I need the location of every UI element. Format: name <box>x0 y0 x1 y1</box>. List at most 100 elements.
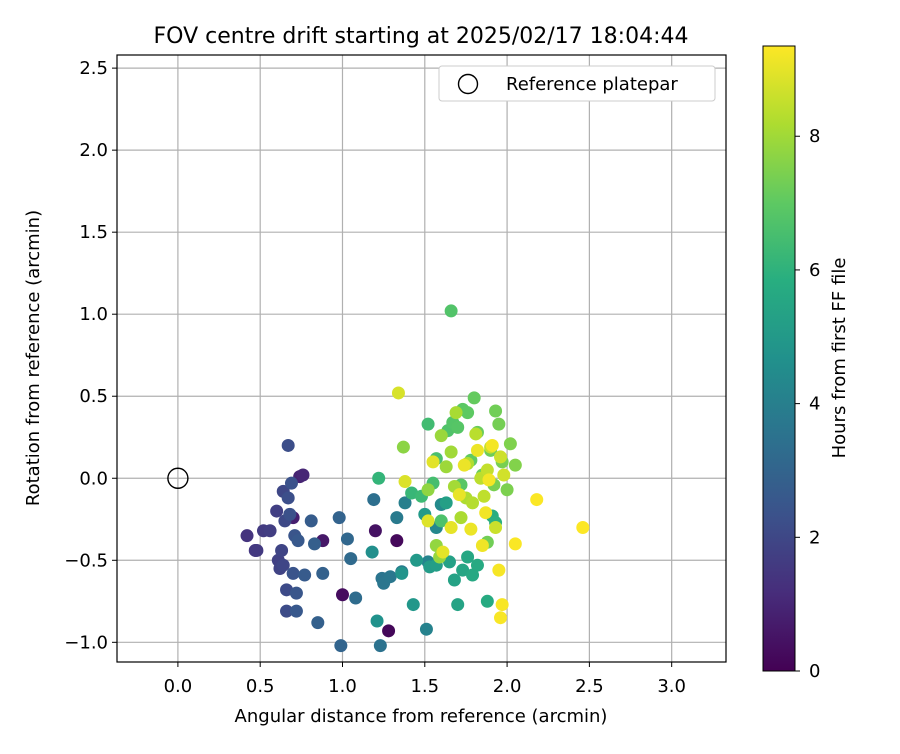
scatter-point <box>489 404 503 418</box>
y-tick-label: 1.5 <box>79 222 108 243</box>
scatter-point <box>469 427 483 441</box>
scatter-point <box>280 604 294 618</box>
scatter-point <box>421 417 435 431</box>
scatter-point <box>421 483 435 497</box>
legend-label: Reference platepar <box>506 74 678 95</box>
y-axis-ticks: −1.0 −0.5 0.0 0.5 1.0 1.5 2.0 2.5 <box>64 58 117 653</box>
scatter-point <box>275 543 289 557</box>
y-tick-label: −1.0 <box>64 632 108 653</box>
scatter-point <box>451 598 465 612</box>
x-tick-label: 0.5 <box>246 676 275 697</box>
scatter-point <box>396 440 410 454</box>
x-axis-label: Angular distance from reference (arcmin) <box>235 706 608 727</box>
scatter-point <box>426 455 440 469</box>
scatter-point <box>395 566 409 580</box>
scatter-point <box>457 458 471 472</box>
colorbar-tick-label: 8 <box>809 126 820 147</box>
chart-title: FOV centre drift starting at 2025/02/17 … <box>154 24 689 49</box>
scatter-point <box>439 496 453 510</box>
scatter-point <box>492 417 506 431</box>
scatter-point <box>421 514 435 528</box>
grid-lines <box>117 55 726 662</box>
scatter-point <box>456 563 470 577</box>
scatter-point <box>391 386 405 400</box>
colorbar-label: Hours from first FF file <box>829 258 850 459</box>
scatter-point <box>470 443 484 457</box>
scatter-point <box>332 511 346 525</box>
scatter-point <box>480 594 494 608</box>
scatter-point <box>405 486 419 500</box>
scatter-point <box>464 522 478 536</box>
reference-platepar-point <box>167 467 189 489</box>
scatter-point <box>576 520 590 534</box>
scatter-point <box>335 588 349 602</box>
scatter-point <box>382 624 396 638</box>
scatter-point <box>475 539 489 553</box>
scatter-point <box>492 563 506 577</box>
x-tick-label: 1.5 <box>410 676 439 697</box>
scatter-point <box>410 553 424 567</box>
legend-box <box>438 65 716 102</box>
scatter-point <box>340 532 354 546</box>
scatter-point <box>383 570 397 584</box>
x-tick-label: 3.0 <box>657 676 686 697</box>
scatter-point <box>367 493 381 507</box>
y-tick-label: −0.5 <box>64 550 108 571</box>
scatter-point <box>298 568 312 582</box>
scatter-point <box>390 534 404 548</box>
x-tick-label: 0.0 <box>164 676 193 697</box>
scatter-point <box>240 529 254 543</box>
scatter-point <box>368 524 382 538</box>
scatter-point <box>434 429 448 443</box>
scatter-point <box>334 639 348 653</box>
plot-area-frame <box>116 54 727 663</box>
x-axis-ticks: 0.0 0.5 1.0 1.5 2.0 2.5 3.0 <box>164 662 686 697</box>
scatter-point <box>316 566 330 580</box>
scatter-point <box>470 558 484 572</box>
scatter-point <box>373 639 387 653</box>
scatter-point <box>444 520 458 534</box>
scatter-point <box>508 458 522 472</box>
y-tick-label: 0.5 <box>79 386 108 407</box>
scatter-point <box>390 511 404 525</box>
scatter-point <box>281 438 295 452</box>
scatter-point <box>466 568 480 582</box>
scatter-point <box>454 511 468 525</box>
scatter-point <box>398 475 412 489</box>
scatter-point <box>436 545 450 559</box>
scatter-point <box>503 437 517 451</box>
scatter-point <box>495 598 509 612</box>
scatter-point <box>419 622 433 636</box>
scatter-point <box>398 496 412 510</box>
scatter-point <box>451 420 465 434</box>
scatter-point <box>304 514 318 528</box>
x-tick-label: 1.0 <box>328 676 357 697</box>
scatter-point <box>508 537 522 551</box>
scatter-point <box>281 491 295 505</box>
scatter-point <box>477 489 491 503</box>
y-tick-label: 2.5 <box>79 58 108 79</box>
scatter-point <box>372 471 386 485</box>
y-tick-label: 2.0 <box>79 140 108 161</box>
scatter-point <box>444 445 458 459</box>
scatter-point <box>480 463 494 477</box>
scatter-point <box>370 614 384 628</box>
scatter-point <box>530 493 544 507</box>
x-tick-label: 2.5 <box>575 676 604 697</box>
scatter-point <box>263 524 277 538</box>
legend-marker <box>457 73 479 95</box>
scatter-point <box>311 616 325 630</box>
scatter-point <box>289 586 303 600</box>
scatter-point <box>467 391 481 405</box>
reference-marker <box>167 467 189 489</box>
scatter-point <box>308 537 322 551</box>
scatter-point <box>296 468 310 482</box>
scatter-point <box>349 591 363 605</box>
scatter-point <box>482 473 496 487</box>
scatter-point <box>466 496 480 510</box>
colorbar-tick-label: 4 <box>809 394 820 415</box>
y-tick-label: 0.0 <box>79 468 108 489</box>
scatter-point <box>276 558 290 572</box>
y-axis-label: Rotation from reference (arcmin) <box>23 210 44 506</box>
